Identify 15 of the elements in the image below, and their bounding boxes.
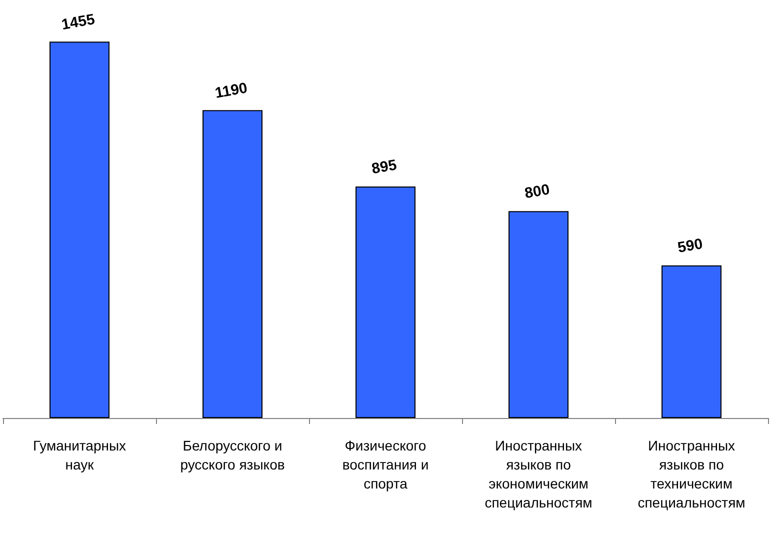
bar <box>662 265 722 418</box>
x-tick-label: Гуманитарных наук <box>32 438 126 472</box>
bar <box>356 186 416 418</box>
bar <box>202 110 262 418</box>
data-label: 1190 <box>214 80 249 102</box>
x-tick-label: Иностранных языков по экономическим специальностям <box>484 438 592 510</box>
data-label: 590 <box>676 235 704 257</box>
data-label: 1455 <box>60 10 96 34</box>
data-label: 800 <box>523 181 551 202</box>
x-tick-label: Белорусского и русского языков <box>180 438 285 472</box>
x-tick-label: Физического воспитания и спорта <box>342 438 429 492</box>
bar <box>508 211 568 418</box>
bar <box>50 42 110 418</box>
x-tick-label: Иностранных языков по техническим специальностям <box>638 438 746 510</box>
data-label: 895 <box>370 156 398 178</box>
